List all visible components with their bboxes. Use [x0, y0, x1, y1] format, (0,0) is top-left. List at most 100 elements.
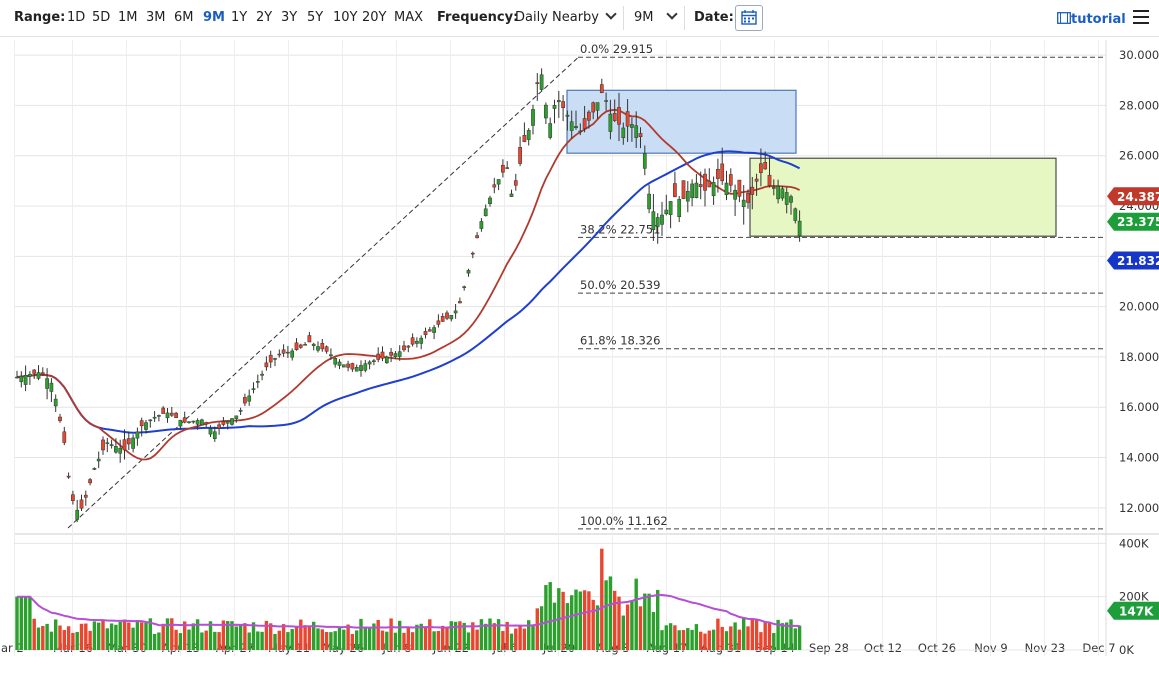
volume-bar: [539, 606, 544, 650]
calendar-button[interactable]: [735, 5, 763, 31]
candle-body: [759, 163, 763, 173]
volume-bar: [165, 618, 170, 650]
candle-body: [746, 192, 750, 203]
candle-body: [105, 442, 110, 445]
candle-body: [651, 211, 656, 230]
candle-body: [492, 184, 497, 188]
volume-bar: [578, 591, 582, 650]
volume-bar: [591, 599, 595, 650]
candle-body: [599, 84, 604, 93]
candle-body: [135, 431, 140, 439]
candle-body: [281, 349, 286, 354]
volume-bar: [256, 631, 260, 650]
price-chart[interactable]: 30.00028.00026.00024.00022.00020.00018.0…: [0, 36, 1159, 689]
volume-bar: [643, 593, 647, 650]
volume-bar: [793, 628, 797, 650]
range-1d[interactable]: 1D: [67, 10, 86, 25]
candle-body: [427, 329, 432, 332]
period-dropdown[interactable]: 9M: [634, 8, 678, 27]
volume-bar: [19, 596, 23, 650]
candle-body: [617, 107, 621, 125]
volume-bar: [161, 623, 165, 650]
candle-body: [62, 431, 67, 443]
range-max[interactable]: MAX: [394, 10, 424, 25]
y-tick-label: 16.000: [1119, 400, 1159, 414]
range-3m[interactable]: 3M: [146, 10, 166, 25]
volume-bar: [617, 596, 621, 650]
range-5d[interactable]: 5D: [92, 10, 111, 25]
volume-bar: [522, 628, 527, 650]
range-10y[interactable]: 10Y: [333, 10, 358, 25]
candle-body: [707, 180, 712, 188]
candle-body: [771, 187, 776, 189]
volume-bar: [398, 620, 402, 650]
candle-body: [380, 351, 385, 359]
candle-body: [148, 419, 153, 422]
volume-tick-label: 0K: [1119, 643, 1134, 657]
candle-body: [359, 365, 363, 371]
volume-bar: [484, 623, 488, 650]
volume-bar: [299, 619, 303, 650]
candle-body: [243, 397, 247, 404]
volume-bar: [23, 596, 28, 650]
volume-tick-label: 200K: [1119, 590, 1149, 604]
x-tick-label: Dec 7: [1082, 641, 1115, 655]
candle-body: [630, 124, 634, 128]
range-2y[interactable]: 2Y: [256, 10, 273, 25]
candle-body: [96, 458, 101, 462]
volume-bar: [445, 627, 449, 650]
volume-bar: [531, 624, 535, 650]
range-9m[interactable]: 9M: [203, 10, 225, 25]
volume-bar: [221, 620, 226, 650]
candle-body: [655, 217, 660, 227]
candle-body: [432, 327, 436, 333]
volume-bar: [780, 623, 785, 650]
candle-body: [673, 183, 677, 198]
tutorial-link[interactable]: tutorial: [1057, 11, 1126, 29]
candle-body: [711, 182, 716, 197]
volume-bar: [66, 626, 71, 650]
volume-bar: [71, 632, 75, 650]
candle-body: [475, 235, 479, 239]
candle-body: [582, 118, 587, 129]
range-6m[interactable]: 6M: [174, 10, 194, 25]
film-icon: [1057, 12, 1071, 24]
candle-body: [58, 416, 62, 422]
volume-bar: [337, 627, 342, 650]
range-5y[interactable]: 5Y: [307, 10, 324, 25]
volume-bar: [385, 631, 389, 650]
volume-bar: [677, 630, 681, 650]
volume-bar: [355, 630, 359, 650]
candle-body: [728, 174, 733, 186]
menu-button[interactable]: [1133, 10, 1149, 24]
candle-body: [178, 419, 183, 427]
frequency-dropdown[interactable]: Daily Nearby: [515, 8, 617, 27]
volume-bar: [527, 620, 531, 650]
volume-bar: [178, 633, 183, 650]
candle-body: [793, 208, 798, 221]
range-1y[interactable]: 1Y: [231, 10, 248, 25]
price-badge-label: 24.387: [1117, 190, 1159, 204]
fib-level-label: 50.0% 20.539: [580, 278, 660, 292]
volume-bar: [333, 631, 337, 650]
candle-body: [329, 354, 333, 357]
candle-body: [320, 342, 325, 350]
range-20y[interactable]: 20Y: [362, 10, 387, 25]
range-1m[interactable]: 1M: [118, 10, 138, 25]
candle-body: [298, 344, 303, 348]
candle-body: [690, 183, 694, 198]
volume-bar: [273, 633, 277, 650]
volume-bar: [376, 620, 380, 650]
volume-bar: [763, 622, 767, 650]
volume-bar: [88, 630, 92, 650]
candle-body: [122, 439, 127, 451]
range-3y[interactable]: 3Y: [281, 10, 298, 25]
volume-bar: [410, 632, 415, 650]
candle-body: [195, 420, 200, 425]
volume-bar: [660, 630, 664, 650]
range-label: Range:: [14, 10, 66, 25]
volume-bar: [290, 629, 294, 650]
candle-body: [234, 415, 239, 419]
volume-bar: [183, 621, 187, 650]
candle-body: [354, 367, 359, 372]
